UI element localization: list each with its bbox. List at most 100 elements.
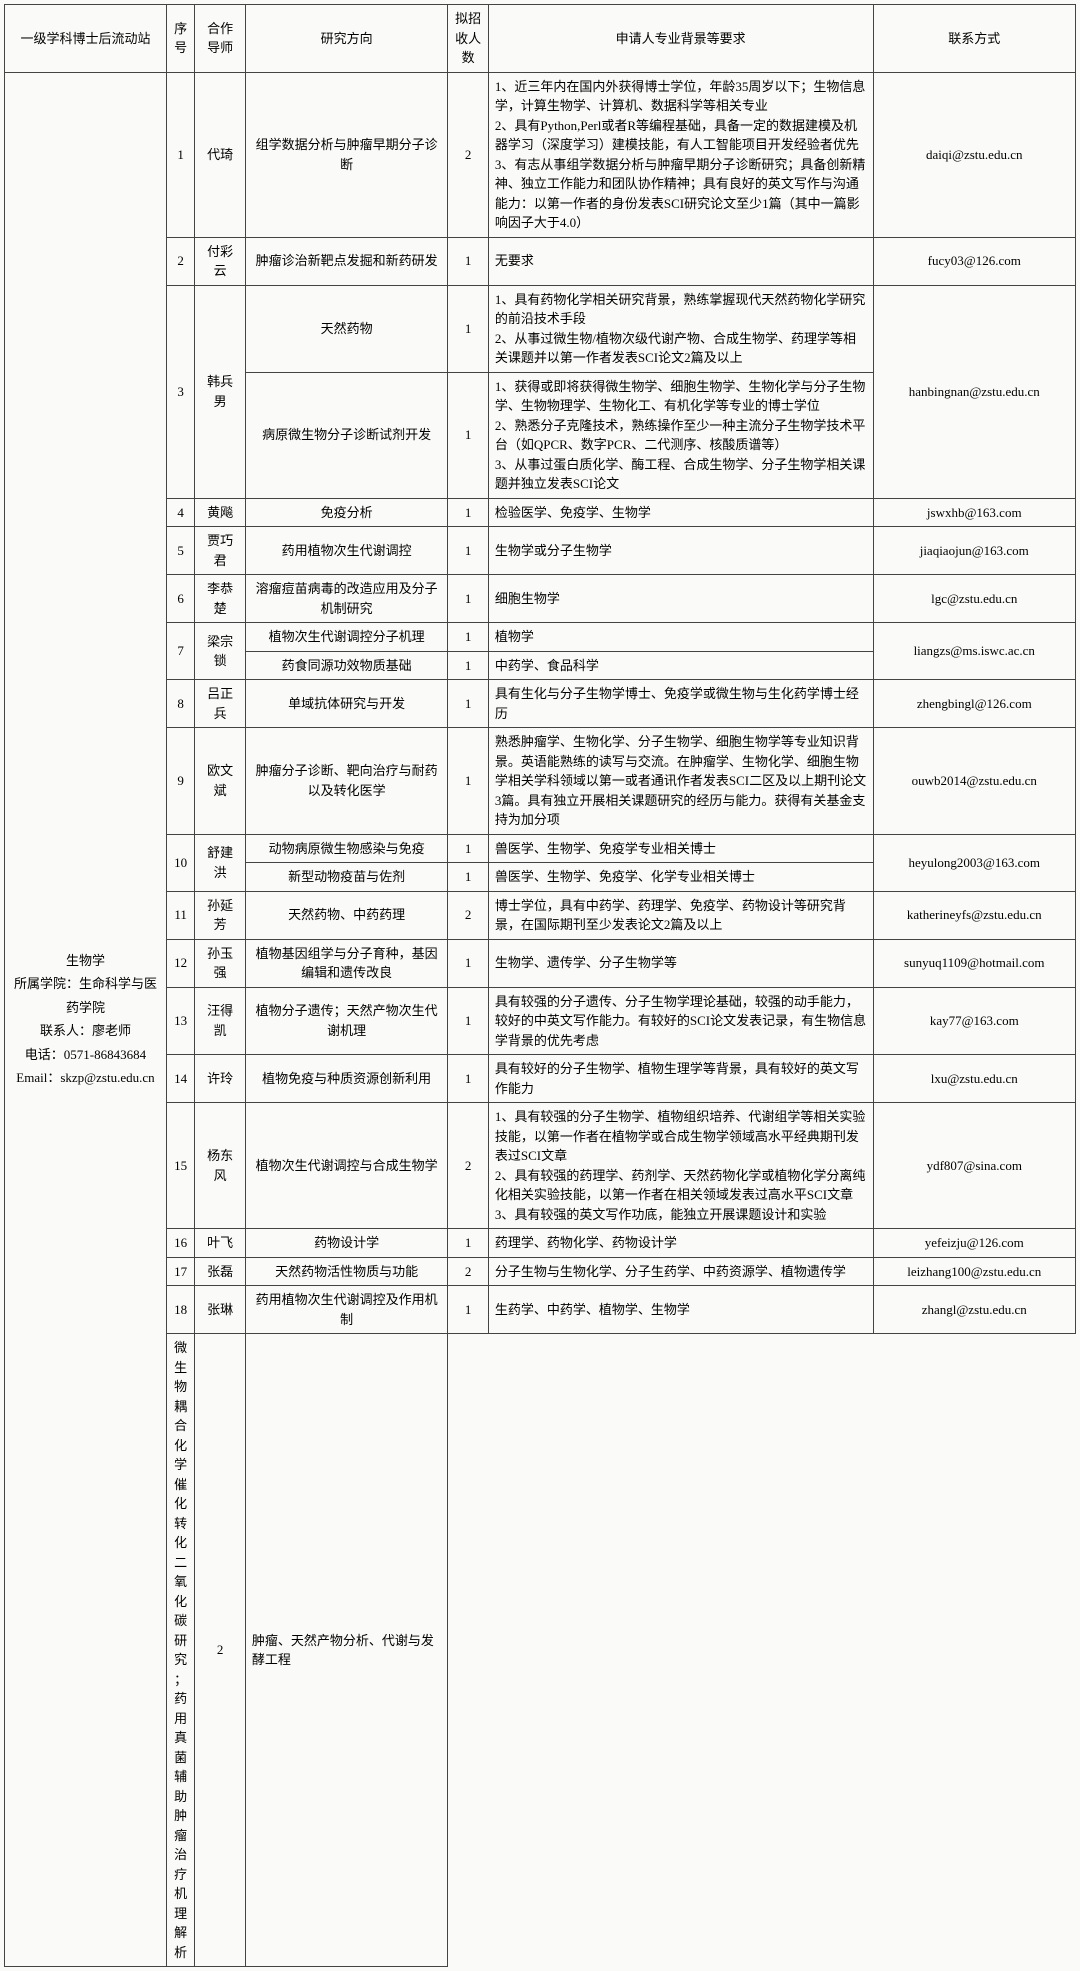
contact-cell: kay77@163.com [873, 987, 1076, 1055]
contact-cell: ouwb2014@zstu.edu.cn [873, 728, 1076, 835]
seq-cell: 6 [166, 575, 194, 623]
seq-cell: 11 [166, 891, 194, 939]
num-cell: 1 [448, 1055, 488, 1103]
req-cell: 无要求 [488, 237, 873, 285]
req-cell: 生物学或分子生物学 [488, 527, 873, 575]
seq-cell: 14 [166, 1055, 194, 1103]
req-cell: 具有生化与分子生物学博士、免疫学或微生物与生化药学博士经历 [488, 680, 873, 728]
num-cell: 1 [448, 939, 488, 987]
seq-cell: 4 [166, 498, 194, 527]
seq-cell: 17 [166, 1257, 194, 1286]
direction-cell: 植物次生代谢调控与合成生物学 [245, 1103, 447, 1229]
req-cell: 中药学、食品科学 [488, 651, 873, 680]
contact-cell: jswxhb@163.com [873, 498, 1076, 527]
req-cell: 具有较好的分子生物学、植物生理学等背景，具有较好的英文写作能力 [488, 1055, 873, 1103]
advisor-cell: 吕正兵 [195, 680, 246, 728]
req-cell: 药理学、药物化学、药物设计学 [488, 1229, 873, 1258]
num-cell: 1 [448, 237, 488, 285]
req-cell: 熟悉肿瘤学、生物化学、分子生物学、细胞生物学等专业知识背景。英语能熟练的读写与交… [488, 728, 873, 835]
direction-cell: 药物设计学 [245, 1229, 447, 1258]
contact-cell: katherineyfs@zstu.edu.cn [873, 891, 1076, 939]
direction-cell: 药用植物次生代谢调控 [245, 527, 447, 575]
seq-cell: 18 [166, 1286, 194, 1334]
req-cell: 1、获得或即将获得微生物学、细胞生物学、生物化学与分子生物学、生物物理学、生物化… [488, 372, 873, 498]
table-body: 生物学所属学院：生命科学与医药学院联系人：廖老师电话：0571-86843684… [5, 72, 1076, 1967]
station-person: 联系人：廖老师 [11, 1019, 160, 1042]
contact-cell: lgc@zstu.edu.cn [873, 575, 1076, 623]
contact-cell: zhangl@zstu.edu.cn [873, 1286, 1076, 1334]
contact-cell: zhengbingl@126.com [873, 680, 1076, 728]
req-cell: 兽医学、生物学、免疫学专业相关博士 [488, 834, 873, 863]
header-row: 一级学科博士后流动站 序号 合作导师 研究方向 拟招收人数 申请人专业背景等要求… [5, 5, 1076, 73]
seq-cell: 2 [166, 237, 194, 285]
advisor-cell: 张琳 [195, 1286, 246, 1334]
num-cell: 1 [448, 651, 488, 680]
advisor-cell: 许玲 [195, 1055, 246, 1103]
direction-cell: 组学数据分析与肿瘤早期分子诊断 [245, 72, 447, 237]
seq-cell: 13 [166, 987, 194, 1055]
th-station: 一级学科博士后流动站 [5, 5, 167, 73]
num-cell: 1 [448, 527, 488, 575]
advisor-cell: 贾巧君 [195, 527, 246, 575]
req-cell: 生物学、遗传学、分子生物学等 [488, 939, 873, 987]
direction-cell: 药用植物次生代谢调控及作用机制 [245, 1286, 447, 1334]
advisor-cell: 舒建洪 [195, 834, 246, 891]
direction-cell: 植物免疫与种质资源创新利用 [245, 1055, 447, 1103]
contact-cell: fucy03@126.com [873, 237, 1076, 285]
direction-cell: 溶瘤痘苗病毒的改造应用及分子机制研究 [245, 575, 447, 623]
seq-cell: 16 [166, 1229, 194, 1258]
req-cell: 1、具有药物化学相关研究背景，熟练掌握现代天然药物化学研究的前沿技术手段2、从事… [488, 285, 873, 372]
advisor-cell: 杨东风 [195, 1103, 246, 1229]
advisor-cell: 张磊 [195, 1257, 246, 1286]
direction-cell: 单域抗体研究与开发 [245, 680, 447, 728]
num-cell: 1 [448, 285, 488, 372]
direction-cell: 动物病原微生物感染与免疫 [245, 834, 447, 863]
contact-cell: hanbingnan@zstu.edu.cn [873, 285, 1076, 498]
direction-cell: 病原微生物分子诊断试剂开发 [245, 372, 447, 498]
advisor-cell: 李恭楚 [195, 575, 246, 623]
seq-cell: 7 [166, 623, 194, 680]
direction-cell: 天然药物活性物质与功能 [245, 1257, 447, 1286]
req-cell: 检验医学、免疫学、生物学 [488, 498, 873, 527]
req-cell: 细胞生物学 [488, 575, 873, 623]
contact-cell: daiqi@zstu.edu.cn [873, 72, 1076, 237]
contact-cell: lxu@zstu.edu.cn [873, 1055, 1076, 1103]
advisor-cell: 付彩云 [195, 237, 246, 285]
contact-cell: jiaqiaojun@163.com [873, 527, 1076, 575]
num-cell: 1 [448, 863, 488, 892]
station-phone: 电话：0571-86843684 [11, 1043, 160, 1066]
contact-cell: heyulong2003@163.com [873, 834, 1076, 891]
num-cell: 1 [448, 680, 488, 728]
advisor-cell: 汪得凯 [195, 987, 246, 1055]
num-cell: 1 [448, 623, 488, 652]
req-cell: 植物学 [488, 623, 873, 652]
seq-cell: 12 [166, 939, 194, 987]
advisor-cell: 孙玉强 [195, 939, 246, 987]
contact-cell: leizhang100@zstu.edu.cn [873, 1257, 1076, 1286]
direction-cell: 药食同源功效物质基础 [245, 651, 447, 680]
seq-cell: 3 [166, 285, 194, 498]
req-cell: 博士学位，具有中药学、药理学、免疫学、药物设计等研究背景，在国际期刊至少发表论文… [488, 891, 873, 939]
num-cell: 1 [448, 1286, 488, 1334]
advisor-cell: 韩兵男 [195, 285, 246, 498]
contact-cell: sunyuq1109@hotmail.com [873, 939, 1076, 987]
contact-cell: ydf807@sina.com [873, 1103, 1076, 1229]
num-cell: 2 [195, 1334, 246, 1967]
num-cell: 2 [448, 1103, 488, 1229]
seq-cell: 10 [166, 834, 194, 891]
num-cell: 2 [448, 72, 488, 237]
advisor-cell: 孙延芳 [195, 891, 246, 939]
num-cell: 1 [448, 728, 488, 835]
postdoc-table: 一级学科博士后流动站 序号 合作导师 研究方向 拟招收人数 申请人专业背景等要求… [4, 4, 1076, 1967]
station-name: 生物学 [11, 949, 160, 972]
num-cell: 1 [448, 987, 488, 1055]
num-cell: 1 [448, 498, 488, 527]
direction-cell: 植物次生代谢调控分子机理 [245, 623, 447, 652]
th-direction: 研究方向 [245, 5, 447, 73]
station-dept: 所属学院：生命科学与医药学院 [11, 972, 160, 1019]
advisor-cell: 黄飚 [195, 498, 246, 527]
req-cell: 1、具有较强的分子生物学、植物组织培养、代谢组学等相关实验技能，以第一作者在植物… [488, 1103, 873, 1229]
station-email: Email：skzp@zstu.edu.cn [11, 1066, 160, 1089]
direction-cell: 新型动物疫苗与佐剂 [245, 863, 447, 892]
direction-cell: 植物分子遗传；天然产物次生代谢机理 [245, 987, 447, 1055]
